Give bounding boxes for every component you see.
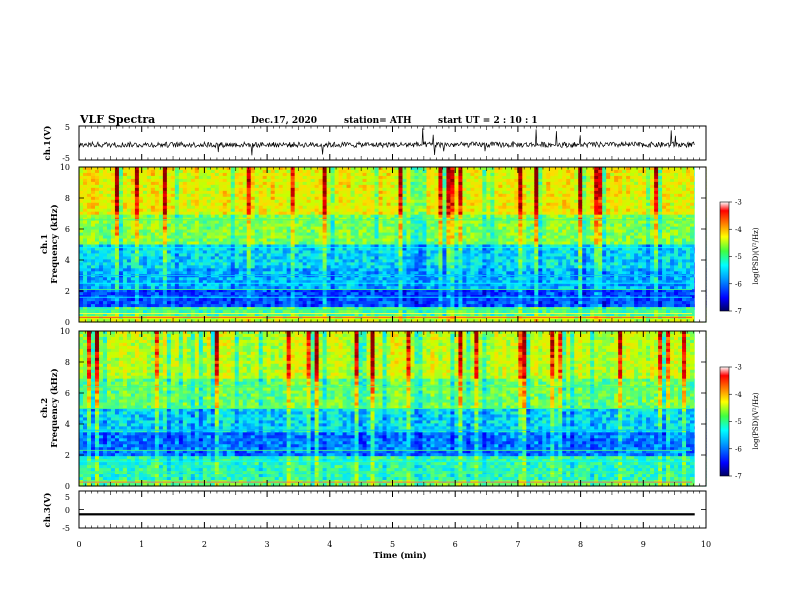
header-date: Dec.17, 2020 xyxy=(251,116,317,126)
header-station: station= ATH xyxy=(344,116,412,126)
header-start-ut: start UT = 2 : 10 : 1 xyxy=(438,116,538,126)
ch1-spectrogram-image xyxy=(79,167,707,323)
ch1-ytick-bottom: -5 xyxy=(62,154,70,163)
figure-title: VLF Spectra xyxy=(79,113,155,126)
ch1-ytick-top: 5 xyxy=(65,123,70,132)
ch1-waveform-ylabel: ch.1(V) xyxy=(42,126,53,161)
